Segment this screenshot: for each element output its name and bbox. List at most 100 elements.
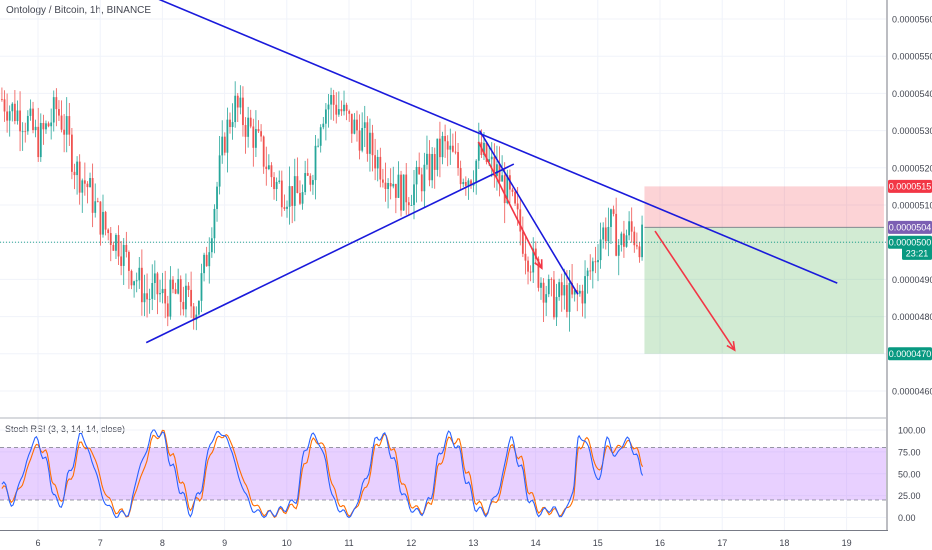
candle-body-56 [146,293,148,300]
price-badge-0: 0.0000515 [889,182,932,192]
candle-body-184 [477,142,480,161]
candle-body-104 [270,165,273,178]
candle-body-46 [120,256,123,266]
candle-body-132 [343,104,345,112]
time-tick-2: 8 [160,538,165,548]
candle-body-4 [11,103,14,112]
candle-body-245 [635,245,638,247]
position-zones [644,186,884,354]
candle-body-187 [485,142,488,162]
candle-body-88 [229,119,231,128]
candle-body-149 [387,183,389,189]
candle-body-128 [332,95,335,105]
candle-body-78 [203,254,205,274]
candle-body-109 [283,207,286,209]
candle-body-194 [503,175,506,204]
candle-body-165 [428,153,431,181]
candle-body-203 [527,260,529,272]
candle-body-188 [488,159,491,162]
candle-body-153 [397,174,400,198]
candle-body-60 [156,273,159,295]
candle-body-63 [164,288,167,304]
candle-body-96 [249,117,252,127]
candle-body-148 [384,182,387,189]
candle-body-143 [371,132,374,156]
candle-body-121 [314,145,317,181]
arrow-drop-1 [477,141,543,269]
candle-body-129 [335,104,338,115]
candle-body-71 [185,285,187,310]
candle-body-144 [374,155,377,169]
candles [1,81,643,332]
candle-body-139 [361,128,364,151]
candle-body-150 [389,183,392,187]
candle-body-186 [483,142,485,155]
candle-body-2 [6,111,9,121]
candle-body-94 [244,125,247,137]
arrow-drop-1-head [534,259,543,270]
candle-body-218 [566,285,568,312]
candle-body-234 [607,226,610,242]
candle-body-36 [94,201,97,213]
price-tick-0: 0.0000560 [892,15,932,25]
candle-body-126 [327,104,330,110]
candle-body-241 [625,235,628,247]
take-profit-zone [644,227,884,354]
candle-body-25 [65,116,68,135]
candle-body-156 [405,174,408,203]
price-badge-3: 23:21 [906,249,929,259]
candle-body-54 [140,267,143,303]
stop-loss-zone [644,186,884,228]
candle-body-237 [615,213,618,256]
candle-body-181 [470,180,472,186]
candle-body-204 [529,271,532,273]
candle-body-195 [506,175,509,204]
candle-body-72 [187,285,190,290]
candle-body-108 [280,180,283,208]
candle-body-202 [524,253,527,261]
candle-body-219 [568,282,571,312]
candle-body-190 [493,156,496,176]
candle-body-112 [291,186,294,206]
candle-body-75 [195,314,198,320]
candle-body-178 [462,182,465,185]
time-tick-11: 17 [717,538,727,548]
candle-body-220 [571,282,573,295]
candle-body-77 [200,273,203,301]
price-tick-10: 0.0000460 [892,387,932,397]
candle-body-102 [265,166,268,170]
candle-body-160 [415,166,418,185]
candle-body-91 [236,95,239,108]
candle-body-40 [104,211,107,230]
lower-trendline [145,163,515,344]
rsi-d-line [1,429,644,519]
candle-body-172 [446,141,449,150]
candle-body-215 [558,282,561,297]
candle-body-6 [16,110,19,122]
price-badge-bg-2 [888,235,932,249]
candle-body-232 [602,227,605,240]
candle-body-122 [317,145,320,147]
candle-body-213 [553,279,555,318]
candle-body-157 [407,202,410,206]
candle-body-137 [356,119,358,131]
candle-body-229 [594,261,597,263]
candle-body-224 [581,290,584,304]
candle-body-93 [242,97,244,126]
price-badge-bg-1 [888,220,932,234]
candle-body-207 [537,258,540,288]
candle-body-154 [400,174,402,211]
candle-body-240 [623,233,625,247]
drawings[interactable] [0,0,886,352]
candle-body-231 [599,239,602,261]
time-tick-3: 9 [222,538,227,548]
candle-body-125 [324,109,327,124]
candle-body-239 [620,233,623,246]
price-tick-7: 0.0000490 [892,275,932,285]
candle-body-41 [107,229,110,234]
candle-body-13 [34,126,37,131]
candle-body-53 [138,267,141,281]
candle-body-133 [345,104,348,111]
candle-body-33 [86,183,89,188]
